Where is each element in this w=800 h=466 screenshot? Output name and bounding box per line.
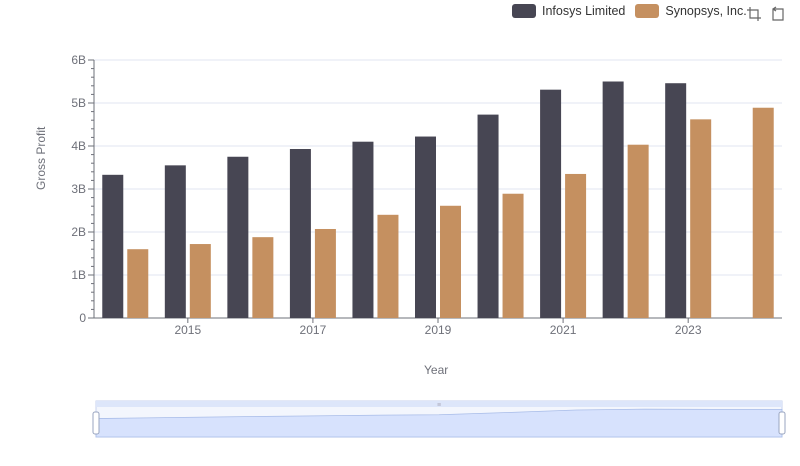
bar-infosys-2023 <box>665 83 687 318</box>
y-tick-label: 4B <box>71 139 86 153</box>
legend: Infosys Limited Synopsys, Inc. <box>512 4 747 18</box>
bar-synopsys-2015 <box>189 244 211 318</box>
bar-synopsys-2017 <box>314 228 336 318</box>
bar-synopsys-2020 <box>502 193 524 318</box>
y-tick-label: 2B <box>71 225 86 239</box>
bar-synopsys-2018 <box>377 214 399 318</box>
bar-infosys-2014 <box>102 174 124 318</box>
bar-infosys-2019 <box>415 136 436 318</box>
bar-synopsys-2019 <box>440 205 461 318</box>
x-tick-label: 2015 <box>174 323 201 337</box>
x-tick-label: 2021 <box>550 323 577 337</box>
zoom-slider-grip: ≡ <box>437 402 441 409</box>
bar-infosys-2015 <box>164 165 186 318</box>
bar-infosys-2022 <box>602 81 624 318</box>
y-tick-label: 6B <box>71 53 86 67</box>
bar-infosys-2016 <box>227 156 249 318</box>
y-tick-label: 1B <box>71 268 86 282</box>
bar-synopsys-2024 <box>752 107 774 318</box>
y-tick-label: 3B <box>71 182 86 196</box>
bar-infosys-2021 <box>540 89 562 318</box>
legend-label-infosys: Infosys Limited <box>542 4 626 18</box>
y-tick-label: 5B <box>71 96 86 110</box>
bar-synopsys-2022 <box>627 144 649 318</box>
legend-label-synopsys: Synopsys, Inc. <box>665 4 747 18</box>
legend-swatch-synopsys <box>635 4 660 18</box>
bar-synopsys-2021 <box>565 173 587 318</box>
toolbox <box>746 6 786 22</box>
y-axis-title: Gross Profit <box>34 126 48 190</box>
bar-infosys-2020 <box>477 114 499 318</box>
bar-synopsys-2014 <box>127 249 149 318</box>
zoom-slider-handle-bar <box>96 401 782 407</box>
bar-synopsys-2016 <box>252 237 274 318</box>
legend-swatch-infosys <box>512 4 536 18</box>
x-tick-label: 2023 <box>675 323 702 337</box>
zoom-icon[interactable] <box>746 6 762 22</box>
legend-item-infosys[interactable]: Infosys Limited <box>512 4 625 18</box>
y-tick-label: 0 <box>79 311 86 325</box>
bar-infosys-2017 <box>289 149 311 318</box>
x-tick-label: 2019 <box>425 323 452 337</box>
restore-icon[interactable] <box>770 6 786 22</box>
x-tick-label: 2017 <box>300 323 327 337</box>
bar-infosys-2018 <box>352 141 374 318</box>
legend-item-synopsys[interactable]: Synopsys, Inc. <box>635 4 747 18</box>
zoom-slider-right-handle[interactable] <box>778 411 786 435</box>
x-axis-title: Year <box>424 363 449 377</box>
zoom-slider-left-handle[interactable] <box>92 411 100 435</box>
bar-synopsys-2023 <box>690 119 712 318</box>
